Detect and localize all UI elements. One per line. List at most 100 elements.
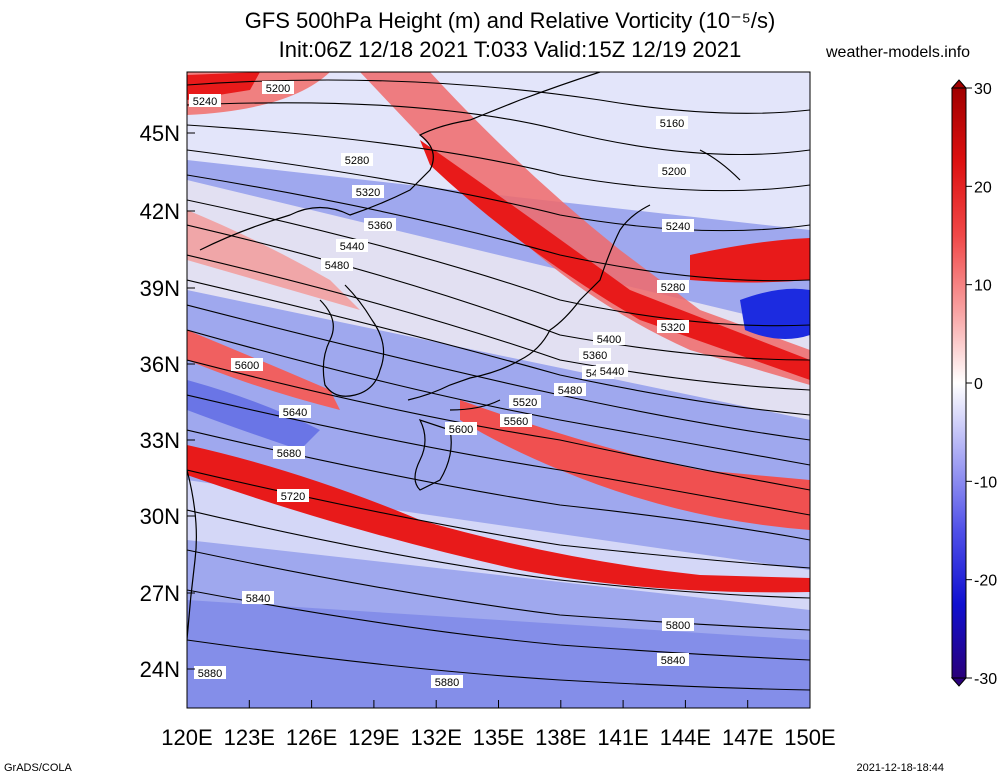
contour-label: 5800 [666,620,690,632]
contour-label-bg [242,591,274,604]
contour-label-bg [231,358,263,371]
contour-label: 5400 [597,334,621,346]
lon-tick-label: 120E [161,725,212,750]
coastlines [187,72,741,641]
lat-tick-label: 45N [140,121,180,146]
lon-tick-label: 144E [660,725,711,750]
contour-label-bg [273,446,305,459]
contour-label-bg [262,81,294,94]
contour-label: 5320 [356,187,380,199]
contour-label-bg [500,414,532,427]
contour-label: 5160 [660,118,684,130]
contour-label-bg [189,94,221,107]
contour-label: 5200 [662,166,686,178]
lon-tick-label: 150E [784,725,835,750]
contour-label-bg [579,348,611,361]
colorbar-label: 20 [974,179,992,196]
vorticity-positive-band [187,330,340,410]
contour-label-bg [657,320,689,333]
vorticity-negative-core [740,288,810,339]
contour-label-bg [662,219,694,232]
lon-tick-label: 138E [535,725,586,750]
chart-subtitle: Init:06Z 12/18 2021 T:033 Valid:15Z 12/1… [278,37,742,62]
lon-tick-label: 123E [224,725,275,750]
colorbar-label: 10 [974,278,992,295]
contour-label: 5840 [661,655,685,667]
chart-title: GFS 500hPa Height (m) and Relative Vorti… [244,8,776,33]
vorticity-positive-band [690,238,810,283]
lat-tick-label: 27N [140,581,180,606]
lon-tick-label: 129E [348,725,399,750]
footer-timestamp: 2021-12-18-18:44 [856,762,944,774]
contour-label-bg [364,218,396,231]
contour-label: 5480 [558,385,582,397]
contour-label: 5440 [340,241,364,253]
vorticity-negative-core [187,380,320,450]
contour-label: 5200 [266,83,290,95]
lon-tick-label: 132E [411,725,462,750]
contour-label: 5240 [193,96,217,108]
contour-label: 5720 [281,491,305,503]
contour-label: 5280 [661,282,685,294]
colorbar-scale [951,87,967,679]
contour-label: 5600 [449,424,473,436]
colorbar-label: 0 [974,376,983,393]
vorticity-negative-core [187,600,810,708]
latitude-axis: 45N 42N 39N 36N 33N 30N 27N 24N [140,121,195,682]
contour-label-bg [431,675,463,688]
colorbar-bottom-arrow [950,677,968,687]
contour-label-bg [321,258,353,271]
footer-software: GrADS/COLA [4,762,72,774]
vorticity-positive-band [360,72,810,385]
contour-label-bg [194,666,226,679]
contour-label-bg [596,364,628,377]
contour-label: 5280 [345,155,369,167]
contour-label-bg [277,489,309,502]
lat-tick-label: 42N [140,199,180,224]
lon-tick-label: 126E [286,725,337,750]
contour-label: 5880 [198,668,222,680]
lat-tick-label: 24N [140,657,180,682]
lat-tick-label: 30N [140,504,180,529]
contour-label: 5240 [666,221,690,233]
contour-label-bg [509,395,541,408]
lat-tick-label: 36N [140,352,180,377]
contour-label-bg [445,422,477,435]
contour-label: 5560 [504,416,528,428]
vorticity-positive-band [420,140,810,380]
contour-label-bg [662,618,694,631]
contour-label-bg [658,164,690,177]
contour-label: 5880 [435,677,459,689]
height-contours [187,79,810,691]
contour-label: 5360 [583,350,607,362]
vorticity-positive-band [460,400,810,530]
contour-label: 5640 [283,407,307,419]
vorticity-positive-band [187,72,260,100]
contour-label-bg [657,280,689,293]
vorticity-positive-band [187,445,810,593]
lat-tick-label: 39N [140,276,180,301]
contour-label: 5520 [513,397,537,409]
contour-label-bg [593,332,625,345]
contour-label: 5360 [368,220,392,232]
contour-label: 5840 [246,593,270,605]
colorbar: 30 20 10 0 -10 -20 -30 [950,79,997,688]
contour-label-bg [657,653,689,666]
colorbar-label: -20 [974,573,997,590]
colorbar-label: -10 [974,474,997,491]
contour-label: 5320 [661,322,685,334]
lon-tick-label: 141E [597,725,648,750]
contour-label-bg [554,383,586,396]
contour-label: 5600 [235,360,259,372]
contour-labels: 5200 5240 5160 5280 5200 5320 5240 5360 5400 5440… [189,81,694,689]
contour-label-bg [336,239,368,252]
contour-label: 5680 [277,448,301,460]
contour-label-bg [656,116,688,129]
lon-tick-label: 135E [473,725,524,750]
contour-label-bg [352,185,384,198]
lon-tick-label: 147E [722,725,773,750]
contour-label: 5440 [600,366,624,378]
longitude-axis: 120E 123E 126E 129E 132E 135E 138E 141E 144E 147E… [161,700,836,750]
site-label: weather-models.info [826,44,971,61]
